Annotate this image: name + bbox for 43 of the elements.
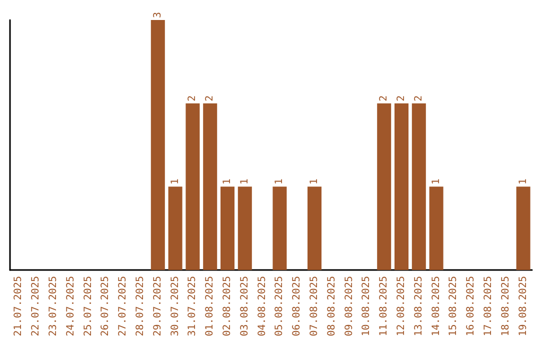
data-label: 3 [152,12,164,18]
x-tick-label: 25.07.2025 [82,276,94,336]
x-tick-label: 18.08.2025 [500,276,512,336]
x-tick-label: 31.07.2025 [187,276,198,336]
x-tick-label: 19.08.2025 [518,276,529,336]
data-label: 1 [239,178,250,185]
x-tick-label: 21.07.2025 [13,276,24,336]
x-tick-label: 04.08.2025 [256,276,268,336]
data-label: 1 [518,178,529,185]
x-tick-label: 22.07.2025 [30,276,42,336]
data-label: 1 [309,178,320,185]
x-tick-label: 08.08.2025 [326,276,338,336]
x-tick-label: 23.07.2025 [48,276,59,336]
x-tick-label: 14.08.2025 [430,276,442,336]
x-tick-label: 24.07.2025 [65,276,76,336]
data-label: 1 [430,178,442,185]
x-tick-label: 11.08.2025 [378,276,390,336]
x-tick-label: 10.08.2025 [361,276,372,336]
x-tick-label: 13.08.2025 [413,276,424,336]
x-tick-label: 05.08.2025 [274,276,286,336]
data-label: 2 [187,95,198,102]
x-tick-label: 12.08.2025 [396,276,407,336]
x-tick-label: 29.07.2025 [152,276,164,336]
x-tick-label: 27.07.2025 [118,276,129,336]
x-tick-label: 15.08.2025 [448,276,460,336]
x-tick-label: 28.07.2025 [135,276,146,336]
x-tick-label: 07.08.2025 [309,276,320,336]
data-label: 2 [396,95,407,102]
data-label: 2 [413,95,424,102]
x-tick-label: 01.08.2025 [204,276,216,336]
data-label: 1 [274,178,286,185]
data-label: 2 [378,95,390,102]
x-tick-label: 06.08.2025 [292,276,303,336]
x-tick-label: 09.08.2025 [344,276,355,336]
x-tick-label: 16.08.2025 [466,276,477,336]
x-tick-label: 03.08.2025 [239,276,250,336]
data-label: 2 [204,95,216,102]
data-label: 1 [222,178,233,185]
data-label: 1 [170,178,181,185]
x-tick-label: 02.08.2025 [222,276,233,336]
x-tick-label: 26.07.2025 [100,276,112,336]
x-tick-label: 17.08.2025 [483,276,494,336]
x-tick-label: 30.07.2025 [170,276,181,336]
